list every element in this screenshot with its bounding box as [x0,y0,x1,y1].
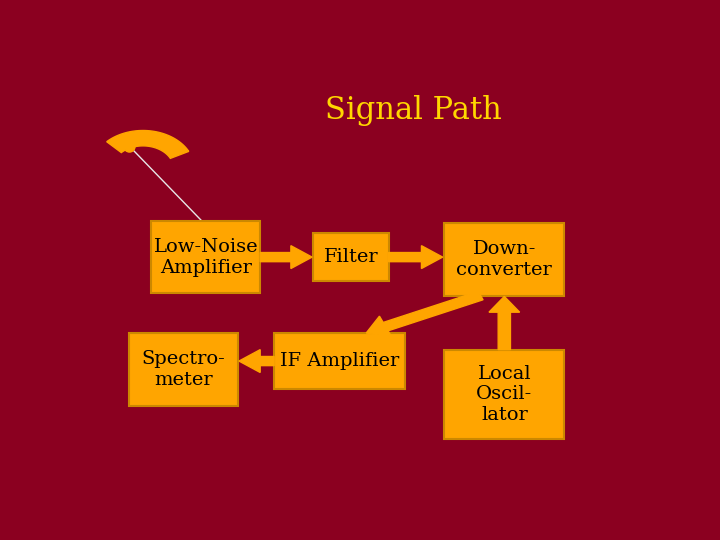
Polygon shape [107,131,189,158]
Text: Down-
converter: Down- converter [456,240,552,279]
FancyArrow shape [239,349,274,373]
FancyBboxPatch shape [444,349,564,439]
FancyBboxPatch shape [444,223,564,295]
Text: Filter: Filter [323,248,378,266]
FancyArrow shape [389,246,443,268]
Text: Low-Noise
Amplifier: Low-Noise Amplifier [153,238,258,276]
FancyArrow shape [260,246,312,268]
FancyBboxPatch shape [129,333,238,406]
Text: Signal Path: Signal Path [325,95,502,126]
FancyBboxPatch shape [313,233,389,281]
FancyBboxPatch shape [151,221,260,294]
Text: Spectro-
meter: Spectro- meter [142,350,225,389]
Text: IF Amplifier: IF Amplifier [280,352,400,370]
Text: Local
Oscil-
lator: Local Oscil- lator [476,364,533,424]
FancyArrow shape [489,296,520,349]
FancyBboxPatch shape [274,333,405,389]
FancyArrow shape [366,292,483,337]
